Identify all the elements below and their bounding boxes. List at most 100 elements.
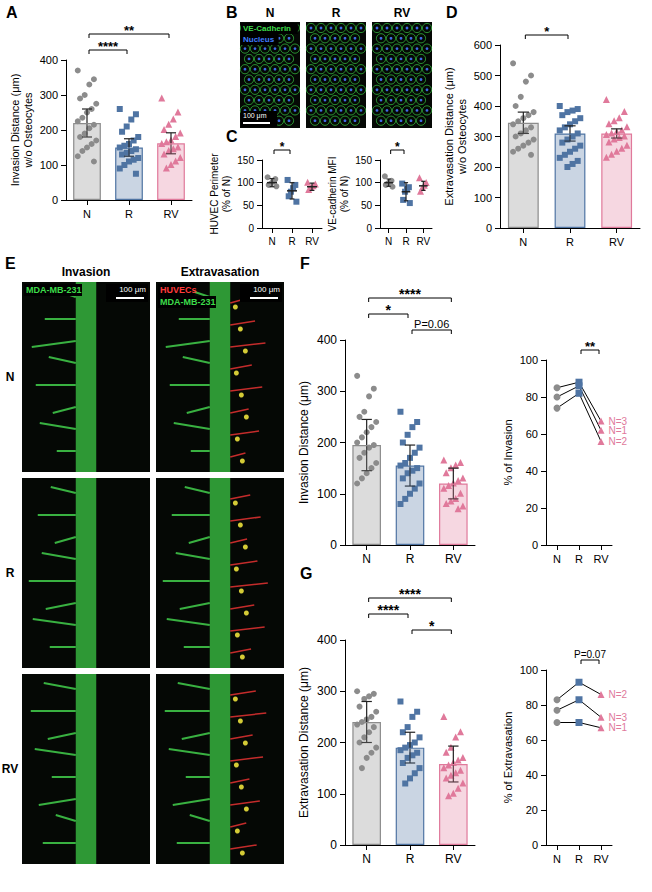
svg-text:A: A (6, 4, 18, 21)
svg-text:100: 100 (317, 787, 337, 801)
svg-text:100: 100 (237, 177, 254, 188)
svg-text:P=0.07: P=0.07 (574, 649, 606, 660)
svg-text:*: * (280, 140, 285, 154)
svg-text:200: 200 (317, 436, 337, 450)
svg-text:150: 150 (355, 155, 372, 166)
svg-text:E: E (5, 255, 16, 272)
svg-text:N: N (553, 853, 561, 865)
svg-text:400: 400 (40, 54, 58, 66)
svg-text:Nucleus: Nucleus (243, 35, 275, 44)
svg-text:HUVECs: HUVECs (160, 285, 197, 295)
svg-text:300: 300 (317, 684, 337, 698)
svg-text:N: N (385, 236, 392, 247)
svg-text:100: 100 (40, 159, 58, 171)
svg-text:**: ** (585, 339, 596, 354)
svg-text:Invasion Distance (μm): Invasion Distance (μm) (9, 74, 21, 187)
svg-text:R: R (402, 236, 409, 247)
svg-text:R: R (288, 236, 295, 247)
svg-text:0: 0 (248, 223, 254, 234)
svg-text:40: 40 (526, 769, 538, 781)
svg-text:0: 0 (330, 538, 337, 552)
svg-text:MDA-MB-231: MDA-MB-231 (26, 285, 82, 295)
svg-text:60: 60 (526, 734, 538, 746)
svg-text:100 μm: 100 μm (253, 285, 280, 294)
svg-text:80: 80 (526, 391, 538, 403)
svg-text:D: D (446, 4, 458, 21)
svg-text:(% of N): (% of N) (221, 176, 232, 213)
svg-text:20: 20 (526, 804, 538, 816)
svg-text:RV: RV (2, 762, 18, 776)
svg-text:% of Extravasation: % of Extravasation (502, 712, 514, 804)
svg-text:N: N (553, 553, 561, 565)
svg-text:N=3: N=3 (609, 712, 628, 723)
svg-text:N: N (266, 6, 275, 20)
svg-text:300: 300 (317, 384, 337, 398)
svg-text:RV: RV (593, 853, 609, 865)
svg-text:Extravasation: Extravasation (181, 265, 260, 279)
svg-text:0: 0 (52, 194, 58, 206)
svg-text:*: * (395, 140, 400, 154)
svg-text:R: R (575, 553, 583, 565)
svg-text:80: 80 (526, 699, 538, 711)
svg-text:(% of N): (% of N) (339, 176, 350, 213)
svg-text:N: N (362, 852, 371, 866)
svg-text:MDA-MB-231: MDA-MB-231 (160, 297, 216, 307)
svg-text:****: **** (399, 586, 421, 602)
svg-text:N: N (268, 236, 275, 247)
svg-text:C: C (226, 128, 238, 145)
svg-text:% of Invasion: % of Invasion (502, 419, 514, 485)
svg-text:200: 200 (474, 161, 492, 173)
svg-text:0: 0 (532, 539, 538, 551)
svg-text:Extravasation Distance (μm): Extravasation Distance (μm) (297, 667, 311, 818)
svg-text:*: * (429, 618, 435, 634)
svg-text:200: 200 (40, 124, 58, 136)
svg-text:RV: RV (609, 236, 625, 248)
svg-text:**: ** (124, 23, 135, 38)
svg-text:N: N (83, 208, 91, 220)
svg-text:****: **** (377, 602, 399, 618)
svg-text:P=0.06: P=0.06 (414, 318, 449, 330)
svg-text:100: 100 (520, 664, 538, 676)
svg-text:100: 100 (520, 354, 538, 366)
svg-text:200: 200 (317, 736, 337, 750)
svg-text:Invasion Distance (μm): Invasion Distance (μm) (297, 381, 311, 504)
svg-text:N=2: N=2 (609, 689, 628, 700)
svg-text:R: R (406, 852, 415, 866)
svg-text:Invasion: Invasion (62, 265, 111, 279)
svg-text:R: R (406, 552, 415, 566)
svg-text:0: 0 (532, 839, 538, 851)
svg-text:RV: RV (593, 553, 609, 565)
svg-text:400: 400 (317, 633, 337, 647)
svg-text:****: **** (399, 286, 421, 302)
svg-text:300: 300 (474, 131, 492, 143)
svg-text:0: 0 (330, 838, 337, 852)
svg-text:Extravasation Distance (μm): Extravasation Distance (μm) (443, 67, 455, 205)
svg-text:B: B (226, 4, 238, 21)
svg-text:60: 60 (526, 428, 538, 440)
svg-text:RV: RV (305, 236, 319, 247)
svg-text:RV: RV (445, 552, 461, 566)
svg-text:HUVEC Perimeter: HUVEC Perimeter (209, 153, 220, 235)
svg-text:*: * (544, 24, 550, 39)
svg-text:w/o Osteocytes: w/o Osteocytes (456, 98, 468, 175)
svg-text:100 μm: 100 μm (119, 285, 146, 294)
svg-text:RV: RV (394, 6, 410, 20)
svg-text:400: 400 (474, 100, 492, 112)
svg-text:100: 100 (474, 192, 492, 204)
svg-text:600: 600 (474, 39, 492, 51)
svg-text:400: 400 (317, 333, 337, 347)
svg-text:R: R (332, 6, 341, 20)
svg-text:****: **** (98, 39, 119, 54)
svg-text:w/o Osteocytes: w/o Osteocytes (22, 92, 34, 169)
svg-text:R: R (125, 208, 133, 220)
svg-text:500: 500 (474, 70, 492, 82)
svg-text:0: 0 (486, 222, 492, 234)
svg-text:R: R (6, 566, 15, 580)
svg-text:100: 100 (317, 487, 337, 501)
svg-text:N=1: N=1 (609, 425, 628, 436)
svg-text:*: * (386, 302, 392, 318)
svg-text:VE-Cadherin: VE-Cadherin (243, 24, 291, 33)
svg-text:R: R (566, 236, 574, 248)
svg-text:0: 0 (366, 223, 372, 234)
svg-text:RV: RV (416, 236, 430, 247)
